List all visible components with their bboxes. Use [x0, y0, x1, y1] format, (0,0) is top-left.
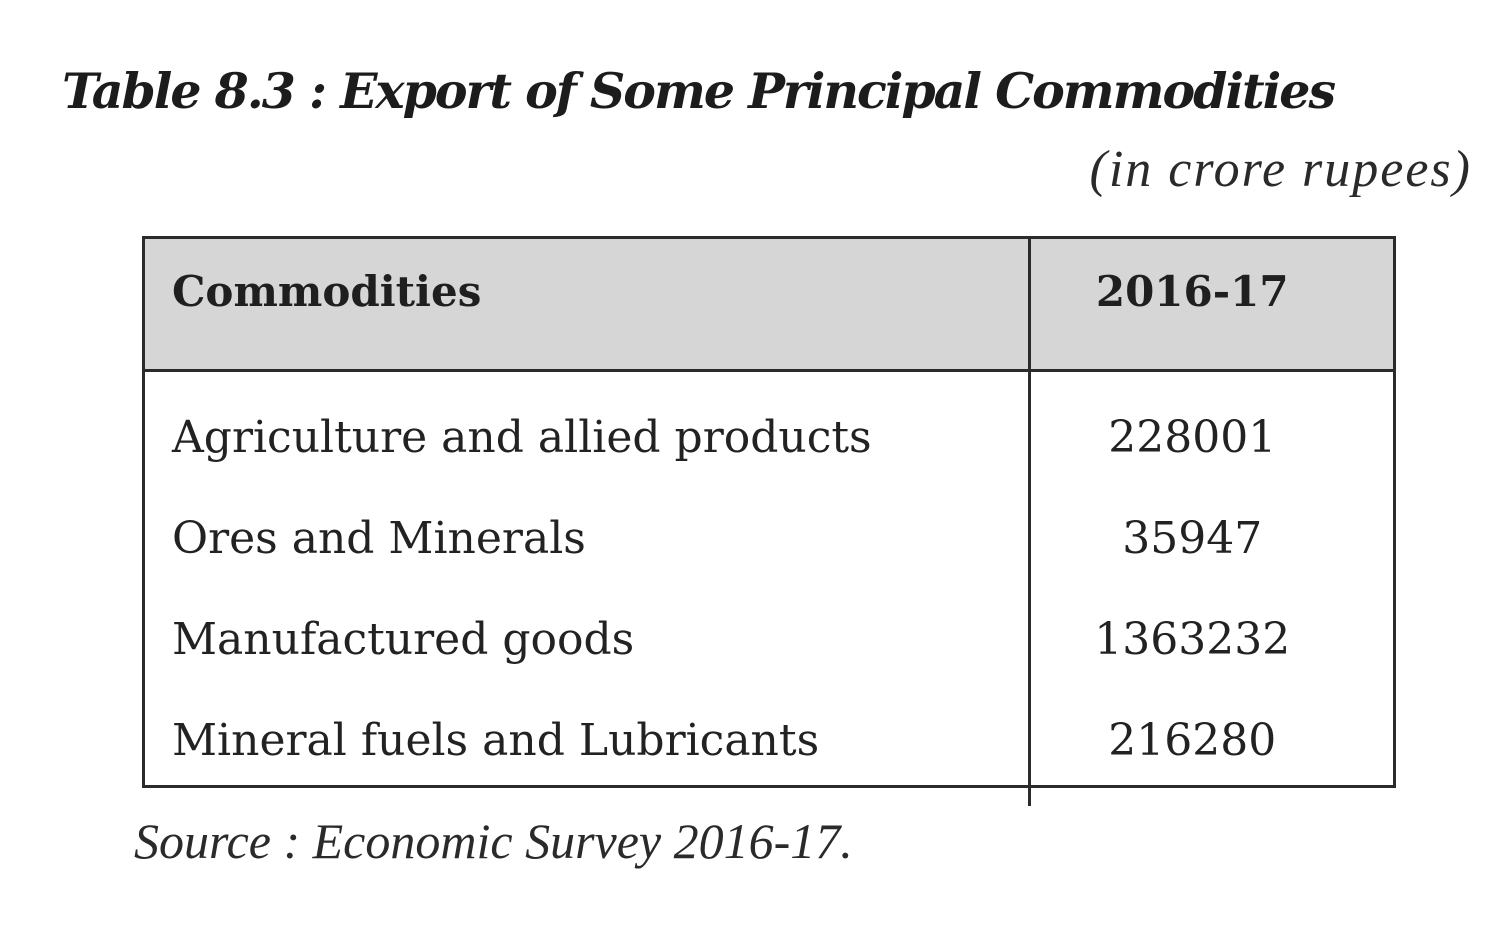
commodity-cell: Manufactured goods	[145, 588, 1031, 690]
value-cell: 228001	[1108, 411, 1277, 463]
table-title: Table 8.3 : Export of Some Principal Com…	[62, 62, 1336, 120]
table-grid: Commodities 2016-17 Agriculture and alli…	[145, 239, 1393, 806]
table-body: Agriculture and allied products 228001 O…	[145, 370, 1393, 806]
commodities-table: Commodities 2016-17 Agriculture and alli…	[142, 236, 1396, 806]
commodity-cell: Mineral fuels and Lubricants	[145, 689, 1031, 806]
unit-note: (in crore rupees)	[1089, 141, 1472, 198]
table-row: Agriculture and allied products 228001	[145, 370, 1393, 488]
commodity-cell: Agriculture and allied products	[145, 370, 1031, 488]
value-cell: 1363232	[1094, 613, 1291, 665]
source-note: Source : Economic Survey 2016-17.	[134, 813, 853, 869]
table-row: Mineral fuels and Lubricants 216280	[145, 689, 1393, 806]
header-row: Commodities 2016-17	[145, 239, 1393, 372]
commodity-cell: Ores and Minerals	[145, 487, 1031, 589]
value-cell: 35947	[1122, 512, 1263, 564]
table-row: Ores and Minerals 35947	[145, 487, 1393, 589]
table-row: Manufactured goods 1363232	[145, 588, 1393, 690]
header-commodities: Commodities	[145, 239, 1031, 372]
header-year: 2016-17	[1029, 239, 1393, 372]
value-cell: 216280	[1108, 714, 1277, 766]
table-header: Commodities 2016-17	[145, 239, 1393, 372]
